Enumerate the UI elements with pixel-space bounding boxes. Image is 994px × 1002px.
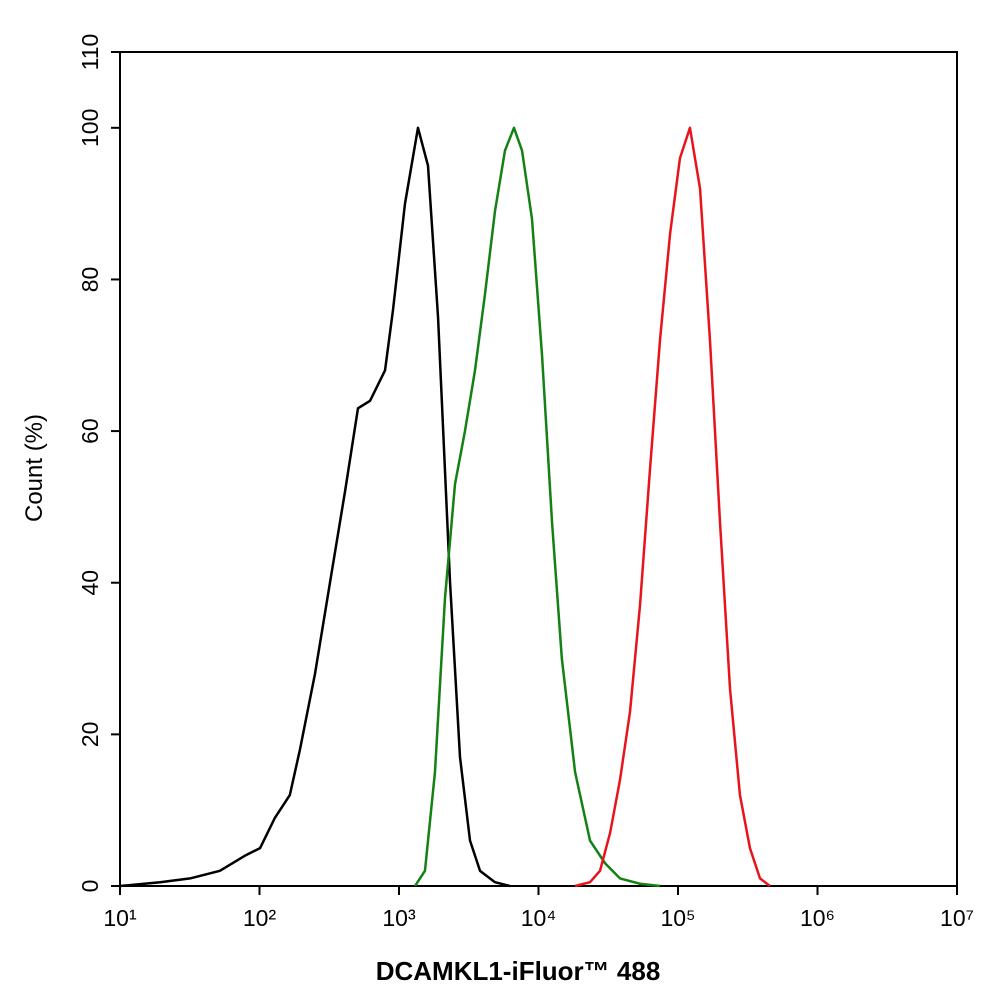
y-tick-label: 100 (77, 109, 103, 147)
x-tick-label: 10⁷ (940, 905, 974, 931)
x-tick-label: 10² (243, 905, 277, 931)
y-tick-label: 20 (77, 722, 103, 748)
histogram-line (574, 126, 771, 888)
plot-frame (119, 51, 958, 887)
x-tick-label: 10¹ (103, 905, 137, 931)
histogram-line (413, 126, 661, 888)
x-tick-label: 10⁴ (521, 905, 556, 931)
y-tick-label: 80 (77, 267, 103, 293)
histogram-line (119, 126, 511, 888)
x-axis-title: DCAMKL1-iFluor™ 488 (376, 956, 661, 986)
x-tick-label: 10³ (382, 905, 416, 931)
y-tick-label: 0 (77, 880, 103, 893)
x-tick-label: 10⁵ (660, 905, 695, 931)
x-tick-label: 10⁶ (800, 905, 835, 931)
y-tick-label: 40 (77, 570, 103, 596)
y-tick-label: 110 (77, 34, 103, 71)
y-tick-label: 60 (77, 418, 103, 444)
y-axis-title: Count (%) (21, 414, 48, 522)
